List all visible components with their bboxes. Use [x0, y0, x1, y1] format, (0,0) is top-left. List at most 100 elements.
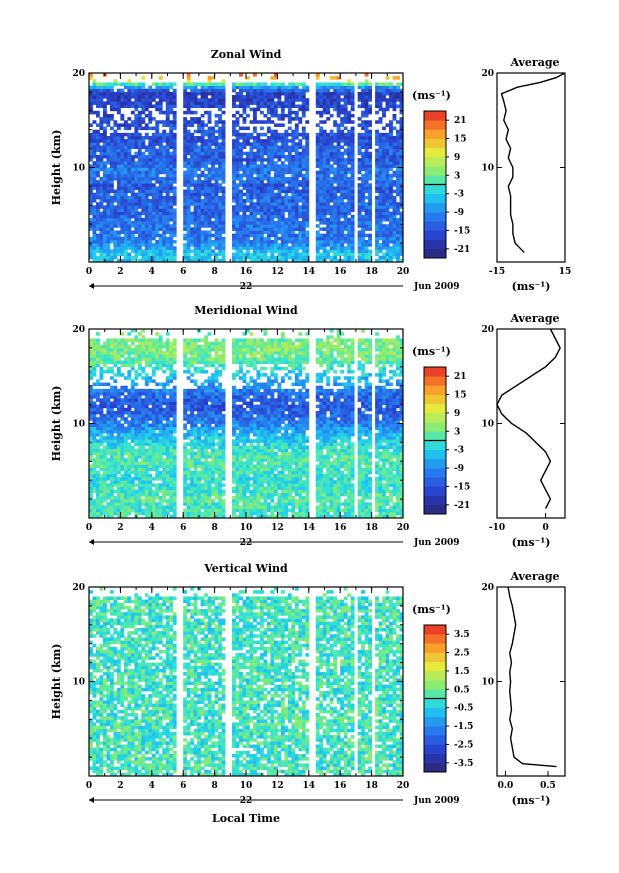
heatmap-cell: [155, 126, 160, 131]
heatmap-cell: [389, 123, 393, 127]
heatmap-cell: [106, 445, 111, 450]
heatmap-cell: [340, 227, 345, 231]
heatmap-cell: [357, 85, 362, 90]
heatmap-cell: [361, 176, 366, 181]
heatmap-cell: [326, 91, 331, 96]
heatmap-cell: [95, 489, 100, 494]
heatmap-cell: [130, 101, 135, 105]
heatmap-cell: [340, 167, 345, 172]
heatmap-cell: [218, 145, 222, 149]
heatmap-cell: [298, 236, 303, 241]
heatmap-cell: [134, 120, 139, 124]
heatmap-cell: [273, 142, 278, 146]
heatmap-cell: [99, 161, 104, 165]
heatmap-cell: [204, 180, 209, 184]
heatmap-cell: [95, 395, 100, 399]
heatmap-cell: [211, 95, 215, 99]
heatmap-cell: [259, 158, 264, 162]
heatmap-cell: [263, 255, 268, 260]
heatmap-cell: [364, 164, 369, 168]
heatmap-cell: [113, 91, 118, 96]
heatmap-cell: [134, 376, 139, 380]
heatmap-cell: [382, 142, 386, 146]
heatmap-cell: [137, 202, 142, 206]
heatmap-cell: [130, 448, 135, 453]
heatmap-cell: [89, 76, 93, 80]
heatmap-cell: [347, 208, 352, 212]
heatmap-cell: [263, 208, 268, 212]
heatmap-cell: [148, 192, 153, 197]
heatmap-cell: [396, 205, 400, 209]
heatmap-cell: [242, 164, 247, 168]
heatmap-cell: [123, 243, 128, 247]
heatmap-cell: [364, 255, 369, 260]
heatmap-cell: [211, 176, 215, 181]
heatmap-cell: [123, 451, 128, 456]
heatmap-cell: [357, 239, 362, 244]
heatmap-cell: [190, 195, 195, 200]
heatmap-cell: [239, 126, 243, 131]
heatmap-cell: [315, 205, 320, 209]
heatmap-cell: [95, 505, 100, 509]
heatmap-cell: [259, 205, 264, 209]
heatmap-cell: [92, 511, 97, 516]
heatmap-cell: [106, 227, 111, 231]
heatmap-cell: [116, 477, 121, 481]
heatmap-cell: [235, 211, 240, 216]
heatmap-cell: [123, 91, 128, 96]
heatmap-cell: [137, 148, 142, 153]
heatmap-cell: [89, 448, 93, 453]
heatmap-cell: [204, 161, 209, 165]
heatmap-cell: [95, 429, 100, 434]
heatmap-cell: [109, 199, 114, 203]
heatmap-cell: [113, 489, 118, 494]
heatmap-cell: [221, 227, 226, 231]
heatmap-cell: [162, 154, 167, 159]
heatmap-cell: [151, 148, 156, 153]
heatmap-cell: [120, 401, 125, 405]
heatmap-cell: [95, 148, 100, 153]
heatmap-cell: [92, 79, 97, 83]
heatmap-cell: [130, 458, 135, 462]
heatmap-cell: [343, 180, 348, 184]
heatmap-cell: [284, 170, 289, 175]
heatmap-cell: [259, 189, 264, 194]
heatmap-cell: [211, 189, 215, 194]
heatmap-cell: [239, 151, 243, 156]
heatmap-cell: [134, 461, 139, 465]
heatmap-cell: [183, 249, 188, 253]
heatmap-cell: [99, 205, 104, 209]
heatmap-cell: [333, 199, 338, 203]
heatmap-cell: [113, 388, 118, 393]
heatmap-cell: [347, 158, 352, 162]
heatmap-cell: [291, 208, 296, 212]
heatmap-cell: [350, 139, 355, 143]
heatmap-cell: [336, 227, 341, 231]
heatmap-cell: [130, 246, 135, 250]
heatmap-cell: [102, 186, 107, 190]
heatmap-cell: [270, 211, 275, 216]
heatmap-cell: [315, 82, 320, 86]
heatmap-cell: [239, 113, 243, 118]
heatmap-cell: [116, 170, 121, 175]
heatmap-cell: [350, 91, 355, 96]
heatmap-cell: [301, 110, 306, 115]
heatmap-cell: [385, 180, 390, 184]
heatmap-cell: [319, 85, 324, 90]
heatmap-cell: [239, 205, 243, 209]
heatmap-cell: [141, 186, 146, 190]
heatmap-cell: [385, 208, 390, 212]
heatmap-cell: [378, 208, 383, 212]
heatmap-cell: [183, 158, 188, 162]
heatmap-cell: [329, 85, 334, 90]
heatmap-cell: [134, 502, 139, 506]
heatmap-cell: [89, 369, 93, 374]
heatmap-cell: [350, 101, 355, 105]
heatmap-cell: [123, 217, 128, 222]
heatmap-cell: [252, 117, 257, 121]
heatmap-cell: [89, 417, 93, 421]
heatmap-cell: [347, 183, 352, 187]
heatmap-cell: [92, 407, 97, 412]
heatmap-cell: [109, 445, 114, 450]
heatmap-cell: [204, 173, 209, 178]
